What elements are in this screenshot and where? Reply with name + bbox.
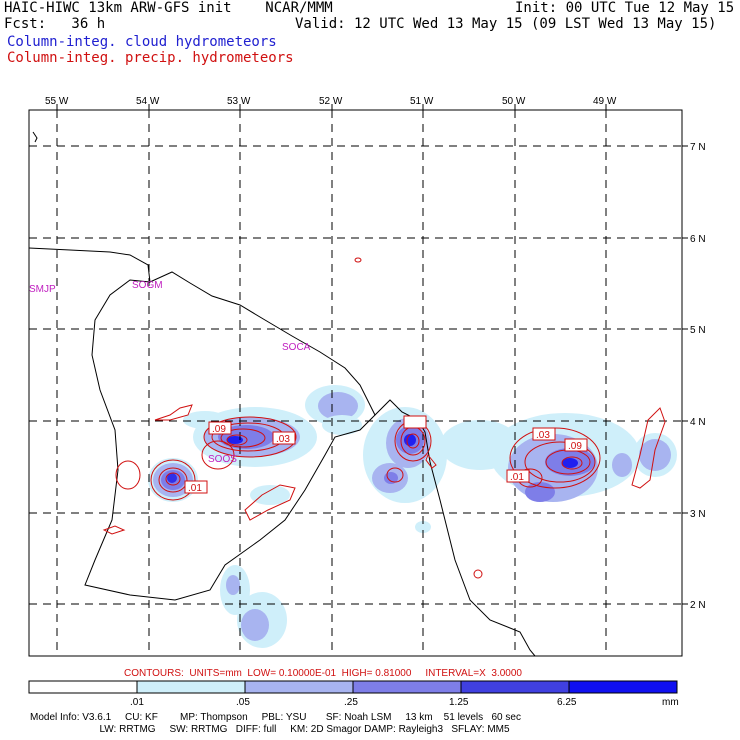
- lat-lon-grid: [29, 110, 682, 656]
- lon-label: 51 W: [410, 96, 434, 107]
- lat-label: 5 N: [690, 325, 706, 336]
- lat-labels: 7 N 6 N 5 N 4 N 3 N 2 N: [690, 142, 706, 611]
- station-sogm: SOGM: [132, 280, 163, 291]
- lon-label: 49 W: [593, 96, 617, 107]
- colorbar-units: mm: [662, 697, 679, 708]
- colorbar: [28, 680, 678, 694]
- colorbar-ticks: .01 .05 .25 1.25 6.25 mm: [130, 697, 679, 708]
- legend-cloud: Column-integ. cloud hydrometeors: [7, 34, 277, 50]
- legend-precip: Column-integ. precip. hydrometeors: [7, 50, 294, 66]
- lat-label: 7 N: [690, 142, 706, 153]
- lon-label: 53 W: [227, 96, 251, 107]
- station-soca: SOCA: [282, 342, 311, 353]
- station-smjp: SMJP: [29, 284, 56, 295]
- model-info-line2: LW: RRTMG SW: RRTMG DIFF: full KM: 2D Sm…: [30, 724, 510, 735]
- precip-contours: [102, 257, 666, 579]
- forecast-hour: Fcst: 36 h: [4, 16, 106, 32]
- plot-title: HAIC-HIWC 13km ARW-GFS init NCAR/MMM: [4, 0, 333, 16]
- contour-info: CONTOURS: UNITS=mm LOW= 0.10000E-01 HIGH…: [124, 668, 522, 679]
- valid-time: Valid: 12 UTC Wed 13 May 15 (09 LST Wed …: [295, 16, 717, 32]
- contour-label: .09: [568, 441, 582, 452]
- station-labels: SMJP SOGM SOCA SOOS: [29, 280, 311, 465]
- colorbar-tick: 1.25: [449, 697, 469, 708]
- lon-label: 52 W: [319, 96, 343, 107]
- contour-label: .03: [276, 434, 290, 445]
- plot-frame: [28, 109, 683, 657]
- lat-label: 6 N: [690, 234, 706, 245]
- axis-ticks: [56, 104, 688, 605]
- colorbar-tick: .01: [130, 697, 144, 708]
- colorbar-tick: 6.25: [557, 697, 577, 708]
- colorbar-tick: .25: [344, 697, 358, 708]
- model-info-line1: Model Info: V3.6.1 CU: KF MP: Thompson P…: [30, 712, 521, 723]
- coastline: [29, 131, 536, 656]
- contour-labels: .09 .03 .01 .03 .09 .01: [184, 415, 588, 494]
- lon-label: 50 W: [502, 96, 526, 107]
- contour-label: .01: [510, 472, 524, 483]
- lat-label: 4 N: [690, 417, 706, 428]
- lat-label: 2 N: [690, 600, 706, 611]
- colorbar-tick: .05: [236, 697, 250, 708]
- lat-label: 3 N: [690, 509, 706, 520]
- lon-labels: 55 W 54 W 53 W 52 W 51 W 50 W 49 W: [45, 96, 617, 107]
- contour-label: .01: [188, 483, 202, 494]
- contour-label: .03: [536, 430, 550, 441]
- init-time: Init: 00 UTC Tue 12 May 15: [515, 0, 735, 16]
- lon-label: 54 W: [136, 96, 160, 107]
- station-soos: SOOS: [208, 454, 237, 465]
- lon-label: 55 W: [45, 96, 69, 107]
- contour-label: .09: [212, 424, 226, 435]
